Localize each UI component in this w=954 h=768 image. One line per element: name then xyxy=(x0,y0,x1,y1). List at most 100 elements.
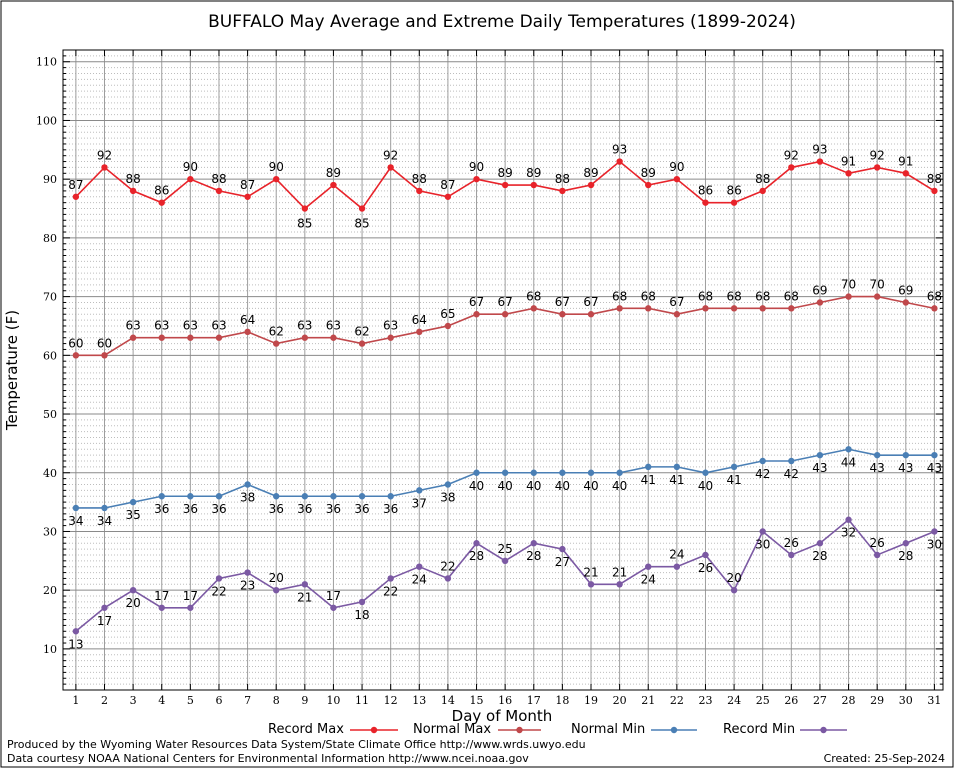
x-tick-label: 1 xyxy=(72,694,79,707)
data-label: 24 xyxy=(669,548,684,562)
data-point xyxy=(559,311,566,318)
data-label: 68 xyxy=(755,289,770,303)
data-label: 17 xyxy=(97,614,112,628)
data-point xyxy=(873,164,881,171)
data-point xyxy=(501,181,509,189)
x-tick-label: 29 xyxy=(870,694,884,707)
data-point xyxy=(215,575,223,582)
data-label: 36 xyxy=(183,502,198,516)
data-point xyxy=(158,334,165,341)
data-point xyxy=(759,305,766,312)
data-point xyxy=(873,293,881,300)
data-point xyxy=(129,334,137,341)
x-tick-label: 8 xyxy=(273,694,280,707)
data-label: 69 xyxy=(812,283,827,297)
x-tick-label: 17 xyxy=(527,694,541,707)
data-label: 68 xyxy=(726,289,741,303)
data-point xyxy=(931,451,938,459)
data-point xyxy=(72,504,80,512)
data-label: 68 xyxy=(698,289,713,303)
data-point xyxy=(244,193,251,200)
data-point xyxy=(645,181,652,189)
data-label: 17 xyxy=(183,589,198,603)
y-tick-label: 110 xyxy=(36,56,57,69)
data-label: 90 xyxy=(269,160,284,174)
data-point xyxy=(330,493,337,500)
data-point xyxy=(101,352,108,359)
data-label: 30 xyxy=(755,537,770,551)
data-point xyxy=(387,493,394,500)
x-tick-label: 22 xyxy=(670,694,684,707)
data-point xyxy=(187,493,194,500)
data-label: 88 xyxy=(927,172,942,186)
data-point xyxy=(902,170,909,177)
data-label: 40 xyxy=(583,479,598,493)
data-point xyxy=(931,305,938,312)
data-point xyxy=(931,187,938,195)
x-tick-label: 18 xyxy=(555,694,569,707)
data-label: 28 xyxy=(526,549,541,563)
data-label: 40 xyxy=(698,479,713,493)
data-point xyxy=(416,328,423,336)
x-tick-label: 5 xyxy=(187,694,194,707)
data-label: 67 xyxy=(583,295,598,309)
data-label: 85 xyxy=(297,217,312,231)
data-point xyxy=(788,305,795,312)
data-label: 88 xyxy=(211,172,226,186)
data-point xyxy=(816,451,824,459)
data-label: 90 xyxy=(469,160,484,174)
data-label: 38 xyxy=(440,490,455,504)
x-tick-label: 3 xyxy=(130,694,137,707)
data-label: 43 xyxy=(927,461,942,475)
data-label: 63 xyxy=(383,319,398,333)
data-point xyxy=(816,540,824,547)
data-label: 65 xyxy=(440,307,455,321)
data-label: 40 xyxy=(526,479,541,493)
data-label: 40 xyxy=(612,479,627,493)
x-tick-label: 12 xyxy=(384,694,398,707)
x-tick-label: 11 xyxy=(355,694,369,707)
data-point xyxy=(473,311,480,318)
data-point xyxy=(215,493,223,500)
data-label: 22 xyxy=(440,559,455,573)
x-tick-label: 9 xyxy=(301,694,308,707)
y-tick-label: 100 xyxy=(36,114,57,127)
data-point xyxy=(215,187,223,195)
series-group: 87 92 88 86 90 88 87 90 85 89 85 92 88 87 90 89 89 88 89 93… xyxy=(68,143,942,652)
data-label: 88 xyxy=(555,172,570,186)
data-label: 36 xyxy=(326,502,341,516)
data-label: 91 xyxy=(841,154,856,168)
x-tick-label: 10 xyxy=(326,694,340,707)
data-label: 24 xyxy=(412,573,427,587)
data-point xyxy=(129,586,137,594)
footer-data-courtesy: Data courtesy NOAA National Centers for … xyxy=(7,752,529,765)
x-tick-label: 31 xyxy=(927,694,941,707)
data-label: 63 xyxy=(125,319,140,333)
data-label: 41 xyxy=(641,473,656,487)
data-point xyxy=(530,305,537,312)
data-point xyxy=(387,334,394,341)
data-point xyxy=(587,181,595,189)
data-label: 42 xyxy=(784,467,799,481)
data-label: 21 xyxy=(612,565,627,579)
x-tick-label: 30 xyxy=(899,694,913,707)
data-label: 68 xyxy=(641,289,656,303)
legend-swatch-marker xyxy=(370,726,378,734)
data-label: 88 xyxy=(125,172,140,186)
y-tick-label: 10 xyxy=(43,643,57,656)
data-point xyxy=(788,457,795,465)
data-label: 34 xyxy=(97,514,112,528)
data-point xyxy=(673,311,681,318)
data-label: 43 xyxy=(870,461,885,475)
data-point xyxy=(902,540,909,547)
data-label: 22 xyxy=(383,584,398,598)
data-label: 36 xyxy=(354,502,369,516)
data-label: 62 xyxy=(354,325,369,339)
data-label: 60 xyxy=(68,336,83,350)
data-point xyxy=(616,469,623,476)
data-point xyxy=(788,551,795,559)
data-point xyxy=(702,305,709,312)
data-label: 25 xyxy=(498,542,513,556)
data-label: 90 xyxy=(669,160,684,174)
data-label: 63 xyxy=(183,319,198,333)
